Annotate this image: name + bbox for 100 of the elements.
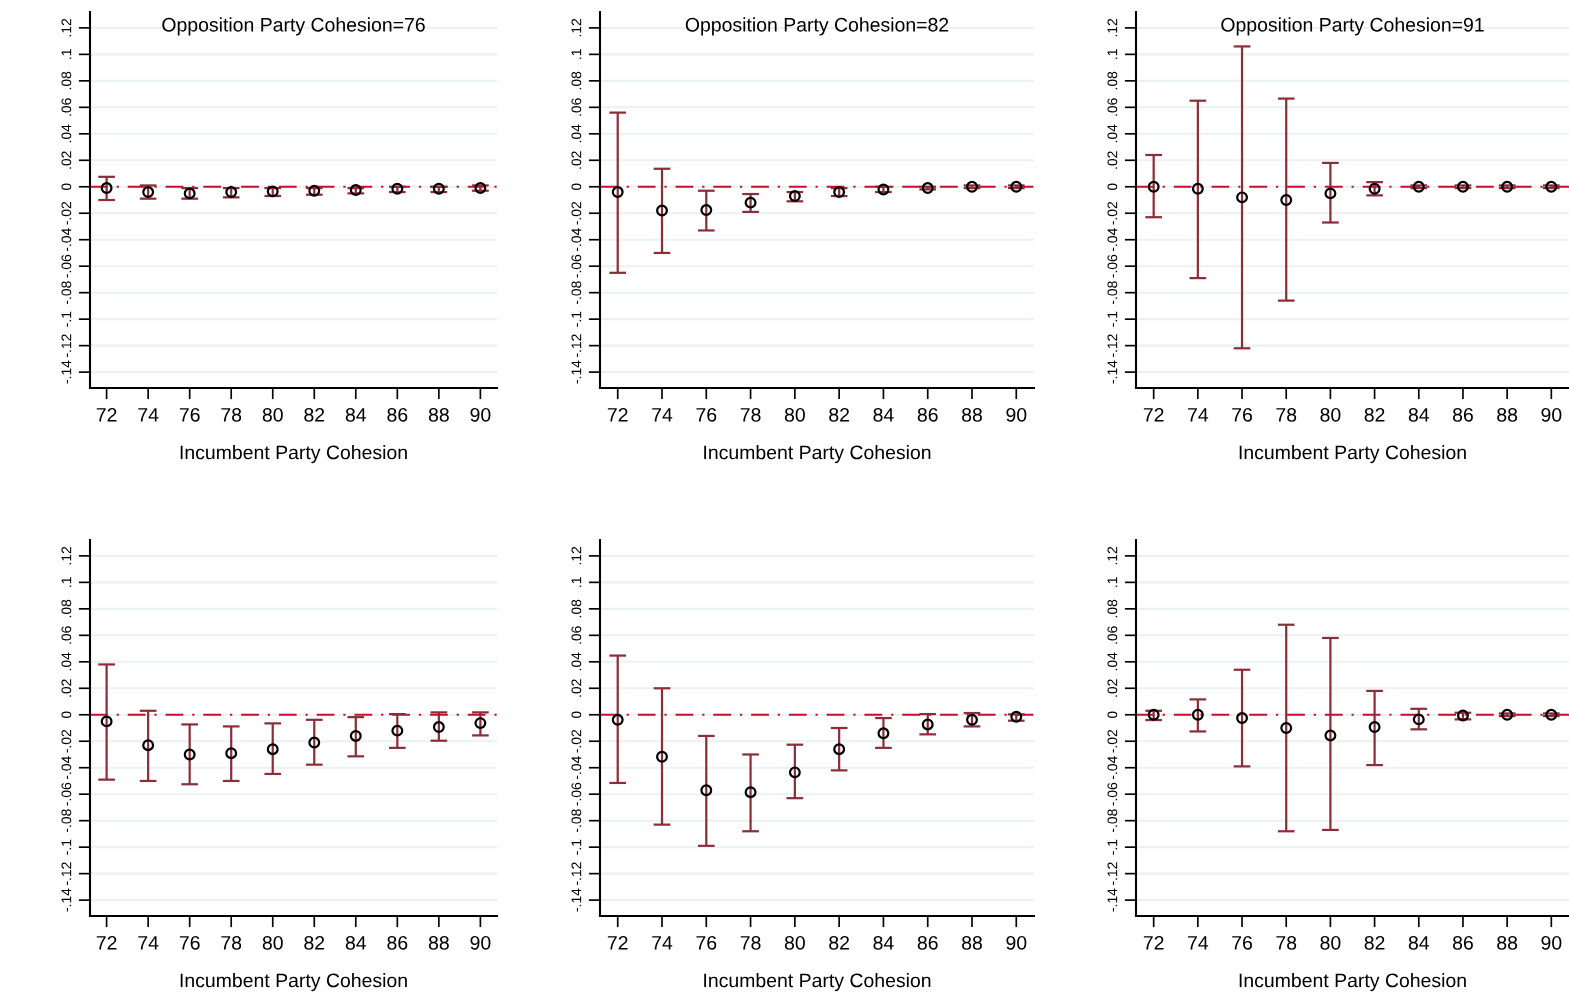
x-tick-label: 74 <box>138 408 159 422</box>
point <box>1147 708 1160 721</box>
y-tick-label: -.02 <box>61 201 72 225</box>
x-tick-label: 90 <box>470 935 491 950</box>
x-tick-label: 82 <box>829 407 849 422</box>
x-tick-label: 88 <box>962 935 982 950</box>
x-tick-label: 72 <box>1143 935 1164 950</box>
point <box>700 784 713 797</box>
point <box>142 739 155 752</box>
y-tick-label: -.06 <box>1107 254 1118 278</box>
point <box>225 747 238 760</box>
y-tick-label: .1 <box>61 577 72 587</box>
x-tick-label: 86 <box>387 935 408 950</box>
point <box>308 736 321 749</box>
point <box>611 186 624 199</box>
y-tick-label: -.08 <box>571 281 582 305</box>
x-tick-label: 72 <box>1143 407 1164 422</box>
x-tick-label: 82 <box>1364 935 1385 950</box>
x-tick-label: 86 <box>1452 407 1473 422</box>
y-tick-label: .08 <box>571 71 582 90</box>
y-tick-label: -.08 <box>571 809 582 833</box>
x-tick-label: 78 <box>1276 407 1297 422</box>
x-tick-label: 84 <box>345 407 367 422</box>
y-tick-label: .12 <box>1107 546 1118 565</box>
y-tick-label: .04 <box>571 652 582 671</box>
point <box>1010 710 1023 723</box>
x-tick-label: 90 <box>1541 935 1562 950</box>
y-tick-label: .08 <box>1107 71 1118 90</box>
y-tick-label: -.04 <box>61 228 72 252</box>
x-tick-label: 74 <box>652 408 673 422</box>
point <box>1324 729 1337 742</box>
x-tick-label: 78 <box>221 935 242 950</box>
y-tick-label: -.12 <box>571 862 582 885</box>
x-axis-title: Incumbent Party Cohesion <box>180 973 407 992</box>
y-tick-label: -.12 <box>1107 862 1118 885</box>
y-tick-label: -.06 <box>1107 782 1118 806</box>
y-tick-label: -.12 <box>61 862 72 885</box>
x-tick-label: 74 <box>1188 936 1209 950</box>
y-tick-label: .1 <box>1107 577 1118 587</box>
x-tick-label: 88 <box>1497 935 1518 950</box>
x-tick-label: 76 <box>179 407 200 422</box>
y-tick-label: .06 <box>571 98 582 116</box>
y-tick-label: .12 <box>571 546 582 565</box>
y-tick-label: .04 <box>571 124 582 143</box>
y-tick-label: .02 <box>1107 679 1118 697</box>
y-tick-label: -.1 <box>61 311 72 327</box>
y-tick-label: .02 <box>571 151 582 169</box>
y-tick-label: -.02 <box>571 729 582 753</box>
x-tick-label: 80 <box>784 935 805 950</box>
x-tick-label: 82 <box>304 407 325 422</box>
y-tick-label: -.14 <box>571 360 582 384</box>
y-tick-label: .12 <box>61 546 72 565</box>
x-tick-label: 84 <box>1408 935 1430 950</box>
y-tick-label: .04 <box>1107 652 1118 671</box>
y-tick-label: -.12 <box>1107 334 1118 357</box>
y-tick-label: -.04 <box>61 756 72 780</box>
x-tick-label: 88 <box>428 935 449 950</box>
point <box>744 196 757 209</box>
y-tick-label: .08 <box>571 599 582 618</box>
y-tick-label: -.1 <box>61 839 72 855</box>
x-tick-label: 82 <box>304 935 325 950</box>
y-tick-label: .04 <box>1107 124 1118 143</box>
y-tick-label: -.12 <box>571 334 582 357</box>
point <box>788 190 801 202</box>
y-tick-label: .12 <box>571 18 582 37</box>
y-tick-label: -.08 <box>1107 281 1118 305</box>
point <box>700 204 713 217</box>
x-tick-label: 78 <box>740 935 761 950</box>
y-tick-label: -.04 <box>571 228 582 252</box>
x-tick-label: 72 <box>607 935 628 950</box>
point <box>100 715 113 728</box>
y-tick-label: 0 <box>61 183 72 191</box>
x-tick-label: 80 <box>262 407 283 422</box>
y-tick-label: .02 <box>61 679 72 697</box>
chart-title: Opposition Party Cohesion=76 <box>162 17 425 36</box>
x-axis-title: Incumbent Party Cohesion <box>180 445 407 464</box>
y-tick-label: -.06 <box>571 254 582 278</box>
x-tick-label: 74 <box>1188 408 1209 422</box>
y-tick-label: -.14 <box>61 360 72 384</box>
point <box>1010 180 1023 193</box>
x-tick-label: 78 <box>740 407 761 422</box>
x-tick-label: 84 <box>345 935 367 950</box>
x-tick-label: 80 <box>1320 935 1341 950</box>
x-tick-label: 76 <box>1232 407 1252 422</box>
x-axis-title: Incumbent Party Cohesion <box>1239 445 1466 464</box>
x-tick-label: 82 <box>1364 407 1385 422</box>
point <box>833 186 846 199</box>
y-tick-label: -.04 <box>1107 756 1118 780</box>
point <box>1236 712 1249 725</box>
y-tick-label: .1 <box>571 577 582 587</box>
x-tick-label: 72 <box>607 407 628 422</box>
y-tick-label: 0 <box>61 711 72 719</box>
point <box>1501 708 1514 721</box>
y-tick-label: -.08 <box>61 809 72 833</box>
x-axis-title: Incumbent Party Cohesion <box>704 973 931 992</box>
x-tick-label: 76 <box>179 935 200 950</box>
y-tick-label: -.02 <box>1107 201 1118 225</box>
y-tick-label: .04 <box>61 124 72 143</box>
y-tick-label: .06 <box>61 626 72 644</box>
y-tick-label: .04 <box>61 652 72 671</box>
